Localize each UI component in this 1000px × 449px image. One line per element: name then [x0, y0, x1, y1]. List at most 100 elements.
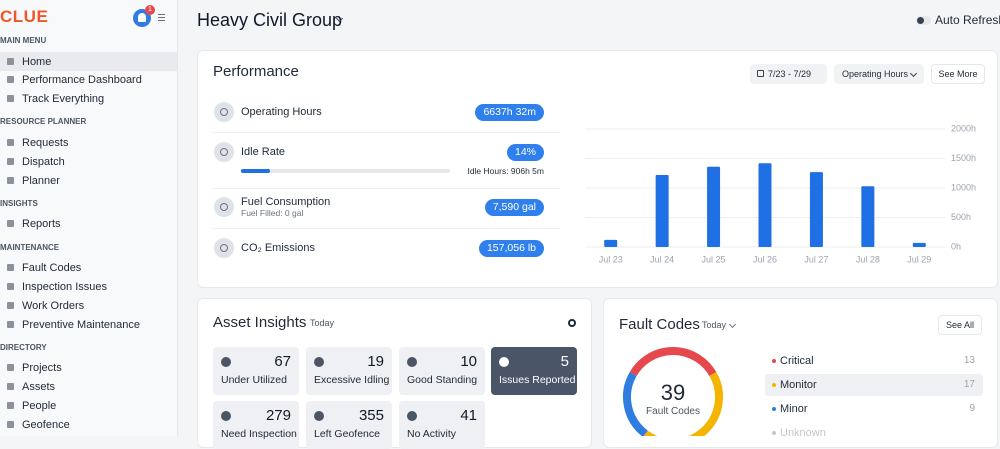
tile-label: Excessive Idling: [314, 374, 390, 386]
tile-icon: [221, 357, 231, 367]
metric-label: CO₂ Emissions: [241, 242, 315, 254]
tile-label: Issues Reported: [499, 374, 576, 386]
tile-icon: [221, 411, 231, 421]
see-more-label: See More: [938, 69, 978, 79]
menu-icon: [7, 364, 14, 372]
period-label: Today: [310, 318, 335, 328]
legend-name: Monitor: [780, 379, 817, 391]
legend-value: 9: [969, 403, 975, 414]
tile-icon: [314, 357, 324, 367]
menu-item[interactable]: Home: [22, 55, 52, 68]
calendar-icon: [757, 70, 764, 77]
card-title: Fault Codes: [619, 316, 700, 333]
card-title: Asset Insights: [213, 314, 307, 331]
menu-item[interactable]: Preventive Maintenance: [22, 318, 141, 331]
see-more-button[interactable]: [931, 64, 985, 84]
date-range-button[interactable]: [750, 64, 827, 84]
menu-item[interactable]: Geofence: [22, 418, 70, 431]
tile-label: Good Standing: [407, 374, 478, 386]
insight-tile[interactable]: [399, 347, 485, 395]
legend-dot: [772, 431, 776, 435]
legend-name: Unknown: [780, 427, 826, 439]
notification-badge: 1: [145, 5, 155, 15]
legend-name: Critical: [780, 355, 814, 367]
tile-label: Left Geofence: [314, 428, 380, 440]
menu-icon: [7, 95, 14, 103]
metric-label: Operating Hours: [241, 106, 322, 118]
metric-value-badge: 157,056 lb: [478, 239, 544, 257]
menu-icon: [7, 264, 14, 272]
sidebar: [0, 0, 178, 436]
menu-section-title: MAIN MENU: [0, 36, 47, 45]
card-title: Performance: [213, 63, 299, 80]
active-menu-highlight: [0, 52, 177, 71]
date-range-label: 7/23 - 7/29: [768, 69, 812, 79]
legend-dot: [772, 407, 776, 411]
metric-label: Idle Rate: [241, 146, 286, 158]
menu-section-title: DIRECTORY: [0, 342, 47, 352]
menu-icon: [7, 301, 14, 309]
menu-icon: [7, 383, 14, 391]
progress-fill: [241, 169, 271, 173]
tile-icon: [499, 357, 509, 367]
menu-item[interactable]: Dispatch: [22, 155, 65, 168]
menu-item[interactable]: Inspection Issues: [22, 280, 107, 293]
tile-value: 10: [460, 353, 477, 370]
insight-tile[interactable]: [491, 347, 577, 395]
menu-item[interactable]: People: [22, 399, 57, 412]
collapse-icon: [158, 14, 165, 15]
menu-item[interactable]: Assets: [22, 381, 56, 394]
menu-section-title: RESOURCE PLANNER: [0, 117, 87, 127]
menu-icon: [7, 320, 14, 328]
menu-item[interactable]: Fault Codes: [22, 262, 82, 275]
donut-label: Fault Codes: [646, 406, 700, 417]
metric-icon-glyph: [220, 244, 228, 252]
menu-item[interactable]: Performance Dashboard: [22, 74, 142, 87]
metric-value-badge: 14%: [506, 143, 544, 161]
menu-item[interactable]: Track Everything: [22, 93, 105, 106]
tile-label: No Activity: [407, 428, 457, 440]
menu-section-title: INSIGHTS: [0, 198, 38, 208]
menu-item[interactable]: Projects: [22, 362, 62, 375]
metric-detail: Idle Hours: 906h 5m: [467, 166, 544, 176]
period-label: Today: [702, 320, 727, 330]
menu-item[interactable]: Requests: [22, 136, 69, 149]
legend-dot: [772, 383, 776, 387]
tile-label: Under Utilized: [221, 374, 287, 386]
page-title[interactable]: Heavy Civil Group: [197, 10, 343, 30]
toggle-knob: [917, 17, 924, 24]
metric-icon-glyph: [220, 148, 228, 156]
donut-total: 39: [660, 380, 686, 405]
tile-value: 5: [560, 353, 569, 370]
menu-icon: [7, 220, 14, 228]
metric-value-badge: 6637h 32m: [475, 103, 544, 121]
menu-icon: [7, 76, 14, 84]
tile-value: 41: [460, 407, 477, 424]
insight-tile[interactable]: [213, 347, 299, 395]
legend-highlight: [765, 374, 983, 396]
metric-icon-glyph: [220, 203, 228, 211]
menu-icon: [7, 157, 14, 165]
auto-refresh-label: Auto Refresh: [935, 13, 1000, 27]
collapse-icon: [158, 17, 165, 18]
tile-icon: [407, 357, 417, 367]
menu-item[interactable]: Reports: [22, 218, 61, 231]
separator: [213, 132, 560, 133]
see-all-button[interactable]: [938, 315, 982, 335]
menu-icon: [7, 57, 14, 65]
menu-icon: [7, 176, 14, 184]
metric-label: Fuel Consumption: [241, 196, 331, 208]
metric-selector-label: Operating Hours: [842, 69, 909, 79]
metric-selector-button[interactable]: [834, 64, 924, 84]
tile-label: Need Inspection: [221, 428, 297, 440]
menu-item[interactable]: Planner: [22, 174, 60, 187]
metric-sublabel: Fuel Filled: 0 gal: [241, 208, 304, 218]
insight-tile[interactable]: [306, 347, 392, 395]
menu-item[interactable]: Work Orders: [22, 299, 85, 312]
tile-value: 67: [274, 353, 291, 370]
metric-value-badge: 7,590 gal: [484, 198, 544, 216]
settings-icon[interactable]: [568, 319, 576, 327]
separator: [213, 188, 560, 189]
legend-dot: [772, 359, 776, 363]
